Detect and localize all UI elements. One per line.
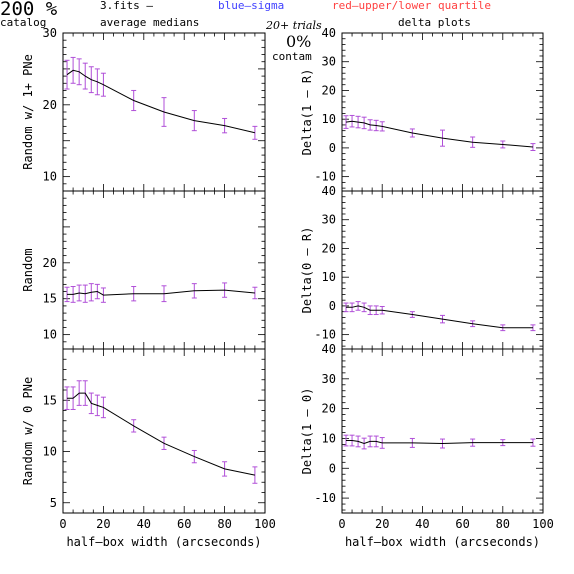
y-tick-label: 30: [322, 372, 336, 386]
panel-right-top: -10 0 10 20 30 40 Delta(1 – R): [300, 26, 544, 192]
x-tick-label: 60: [455, 517, 469, 531]
plot-frame: [62, 190, 266, 350]
y-tick-label: 20: [322, 402, 336, 416]
x-tick-label: 100: [532, 517, 554, 531]
panel-left-top: 10 20 30 Random w/ 1+ PNe: [21, 26, 266, 192]
error-bar: [252, 125, 258, 140]
y-tick-label: 0: [329, 461, 336, 475]
y-tick-label: 15: [43, 393, 57, 407]
x-axis-label: half–box width (arcseconds): [345, 535, 540, 549]
y-tick-label: 10: [43, 328, 57, 342]
x-tick-label: 0: [338, 517, 345, 531]
y-tick-label: 5: [50, 496, 57, 510]
contam-percent: 0%: [286, 32, 312, 51]
y-tick-label: 30: [322, 55, 336, 69]
y-tick-label: 30: [43, 26, 57, 40]
panel-left-bottom: 5 10 15 0 20 40 60 80 100 Random w/ 0 PNe half–box…: [21, 348, 276, 549]
series-line: [66, 69, 256, 134]
panel-right-middle: -10 0 10 20 30 40 Delta(0 – R): [300, 184, 544, 350]
x-tick-label: 20: [375, 517, 389, 531]
y-tick-label: 30: [322, 213, 336, 227]
y-tick-label: 40: [322, 342, 336, 356]
y-tick-label: 20: [43, 256, 57, 270]
x-tick-label: 40: [415, 517, 429, 531]
y-tick-label: 40: [322, 26, 336, 40]
catalog-label: catalog: [0, 16, 47, 29]
delta-plots-label: delta plots: [398, 16, 471, 29]
sigma-note: blue–sigma: [218, 0, 285, 12]
y-tick-label: 0: [329, 141, 336, 155]
y-axis-label: Random: [21, 248, 35, 291]
y-tick-label: 15: [43, 292, 57, 306]
x-tick-label: 80: [496, 517, 510, 531]
percent-label: 200 %: [0, 0, 58, 20]
contam-label: contam: [272, 50, 312, 63]
medians-label: average medians: [100, 16, 200, 29]
y-tick-label: 10: [322, 431, 336, 445]
y-tick-label: 10: [322, 270, 336, 284]
plot-frame: [62, 348, 266, 514]
y-axis-label: Random w/ 0 PNe: [21, 377, 35, 485]
x-tick-label: 0: [59, 517, 66, 531]
y-axis-label: Delta(1 – R): [300, 69, 314, 156]
y-tick-label: 10: [43, 170, 57, 184]
y-tick-label: 0: [329, 299, 336, 313]
series-line: [346, 440, 533, 445]
series-line: [67, 392, 256, 476]
y-tick-label: -10: [314, 328, 336, 342]
file-label: 3.fits –: [100, 0, 153, 12]
x-axis-label: half–box width (arcseconds): [66, 535, 261, 549]
quartile-note: red–upper/lower quartile: [332, 0, 491, 12]
series-line: [346, 305, 533, 329]
y-tick-label: 20: [322, 241, 336, 255]
y-tick-label: 10: [322, 112, 336, 126]
y-tick-label: 20: [322, 83, 336, 97]
x-tick-label: 20: [96, 517, 110, 531]
plot-frame: [341, 190, 544, 350]
y-tick-label: 40: [322, 184, 336, 198]
y-tick-label: -10: [314, 491, 336, 505]
panel-left-middle: 10 15 20 Random: [21, 190, 266, 350]
trials-label: 20+ trials: [266, 19, 322, 32]
y-axis-label: Random w/ 1+ PNe: [21, 54, 35, 170]
y-tick-label: 20: [43, 98, 57, 112]
y-tick-label: 10: [43, 445, 57, 459]
y-tick-label: -10: [314, 170, 336, 184]
y-axis-label: Delta(1 – 0): [300, 388, 314, 475]
x-tick-label: 40: [137, 517, 151, 531]
plot-frame: [341, 32, 544, 192]
x-tick-label: 80: [217, 517, 231, 531]
y-axis-label: Delta(0 – R): [300, 227, 314, 314]
series-line: [345, 120, 534, 148]
x-tick-label: 100: [254, 517, 276, 531]
series-line: [67, 289, 255, 296]
x-tick-label: 60: [177, 517, 191, 531]
plot-frame: [341, 348, 544, 514]
